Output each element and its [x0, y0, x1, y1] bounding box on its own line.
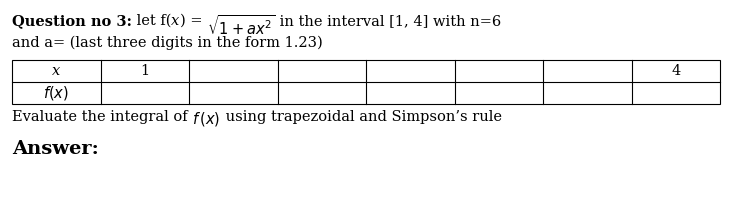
Text: let f(: let f( — [132, 14, 171, 28]
Text: x: x — [52, 64, 60, 78]
Text: $f(x)$: $f(x)$ — [43, 84, 70, 102]
Text: and a= (last three digits in the form 1.23): and a= (last three digits in the form 1.… — [12, 36, 323, 50]
Text: Evaluate the integral of: Evaluate the integral of — [12, 110, 193, 124]
Text: 4: 4 — [671, 64, 680, 78]
Text: Question no 3:: Question no 3: — [12, 14, 132, 28]
Text: ) =: ) = — [179, 14, 206, 28]
Text: in the interval [1, 4] with n=6: in the interval [1, 4] with n=6 — [275, 14, 501, 28]
Text: $\sqrt{1 + ax^2}$: $\sqrt{1 + ax^2}$ — [206, 14, 275, 38]
Text: $f\,(x)$: $f\,(x)$ — [193, 110, 220, 128]
Text: 1: 1 — [141, 64, 149, 78]
Text: using trapezoidal and Simpson’s rule: using trapezoidal and Simpson’s rule — [220, 110, 501, 124]
Text: Answer:: Answer: — [12, 140, 99, 158]
Bar — [12, 60, 720, 104]
Text: x: x — [171, 14, 179, 28]
